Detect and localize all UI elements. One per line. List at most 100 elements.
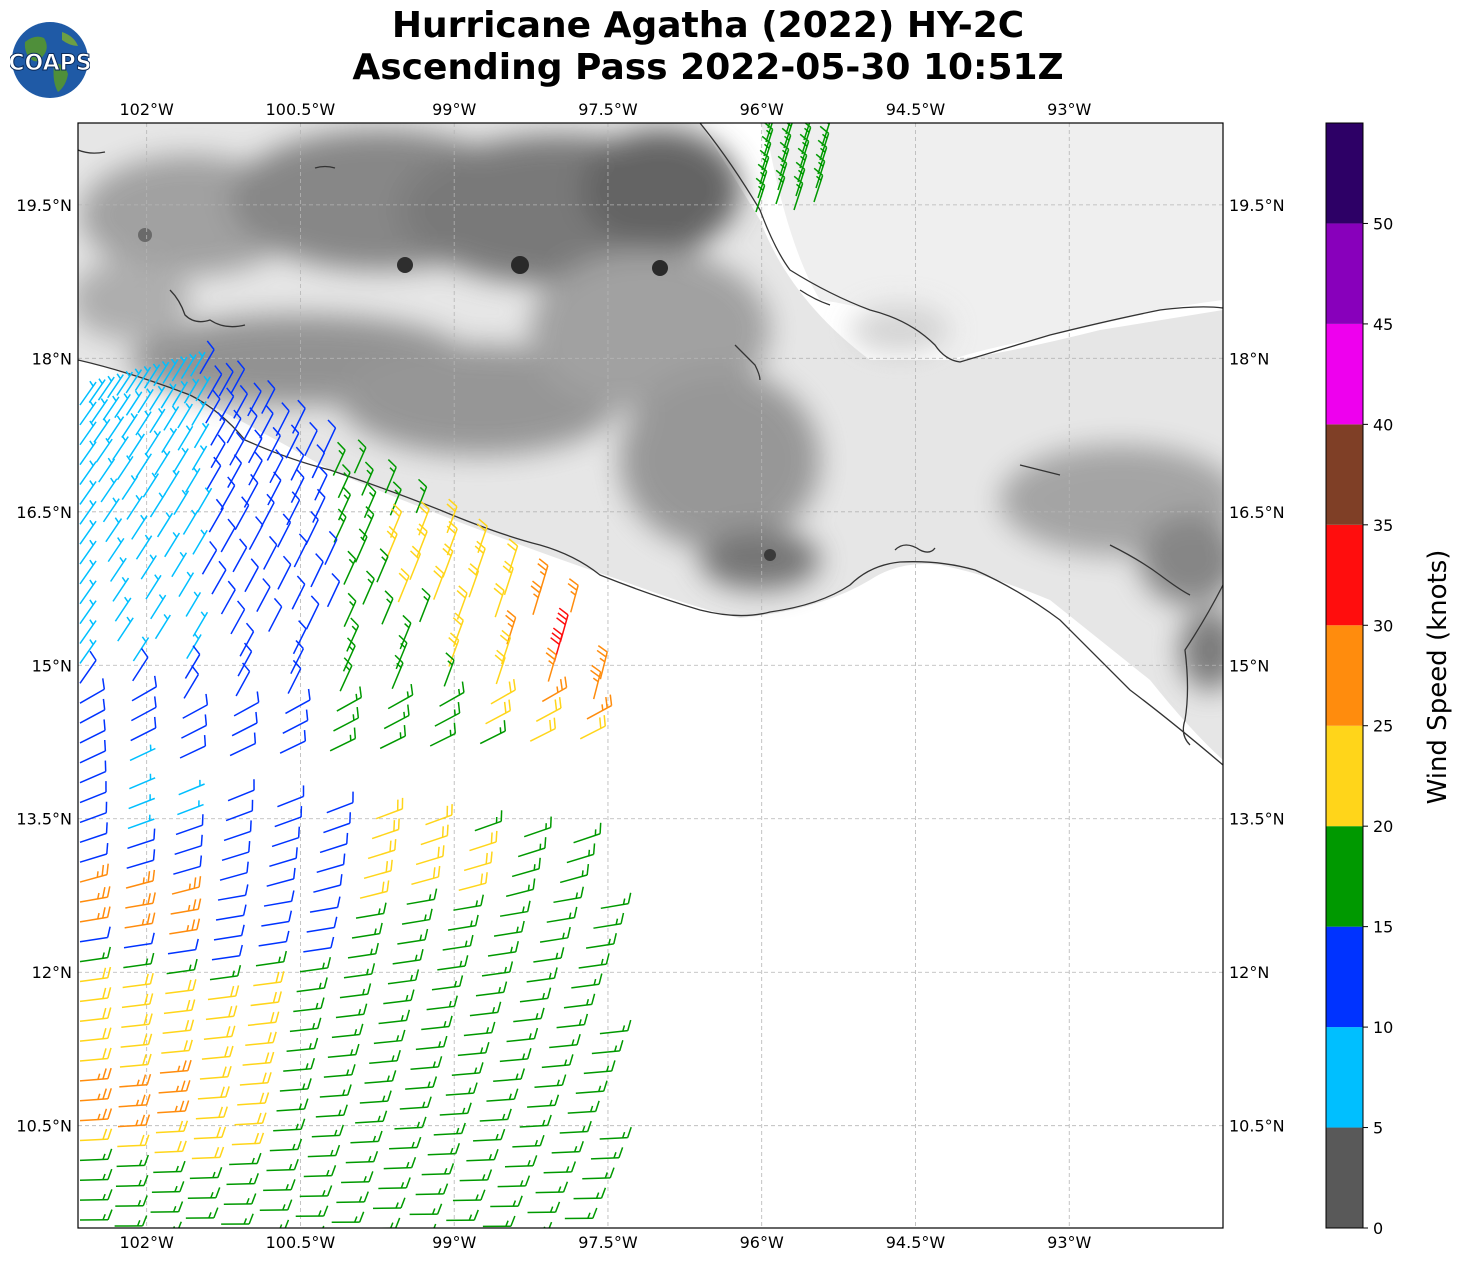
wind-barb [551, 1141, 584, 1154]
wind-barb [179, 734, 207, 759]
wind-barb [367, 839, 397, 860]
wind-barb [135, 534, 153, 560]
wind-barb [337, 486, 352, 521]
wind-barb [203, 1025, 236, 1040]
wind-barb [115, 1174, 149, 1187]
wind-barb [799, 133, 810, 169]
wind-barb [579, 715, 606, 740]
wind-barb [267, 471, 282, 506]
wind-barb [79, 519, 97, 545]
wind-barb [79, 886, 111, 903]
wind-barb [192, 611, 209, 637]
wind-barb [122, 973, 154, 989]
wind-barb [337, 463, 351, 499]
wind-barb [223, 820, 252, 842]
wind-barb [399, 1096, 432, 1110]
wind-barb [453, 894, 485, 911]
wind-barb [154, 613, 171, 640]
wind-barb [219, 861, 249, 881]
wind-barb [79, 440, 97, 466]
wind-barb [263, 890, 295, 907]
lat-tick-label: 15°N [32, 656, 72, 675]
wind-barb [755, 177, 766, 213]
wind-barb [191, 400, 207, 426]
wind-barb [387, 683, 414, 710]
wind-barb [303, 1165, 337, 1178]
wind-barb [117, 1134, 150, 1148]
wind-barb [781, 127, 792, 163]
wind-barb [98, 457, 116, 483]
wind-barb [163, 405, 180, 431]
wind-barb [421, 1015, 453, 1031]
wind-barb [493, 1068, 526, 1082]
wind-barb [195, 375, 211, 402]
wind-barb [299, 1185, 333, 1198]
wind-barb [347, 942, 379, 959]
wind-barb [783, 123, 793, 149]
wind-barb [79, 1108, 113, 1122]
wind-barb [463, 851, 493, 872]
wind-barb [324, 530, 338, 566]
lon-tick-label: 100.5°W [266, 1233, 336, 1252]
wind-barb [419, 587, 431, 623]
wind-barb [217, 884, 249, 901]
wind-barb [331, 1211, 365, 1223]
wind-barb [156, 512, 174, 538]
wind-barb [255, 950, 288, 967]
wind-barb [215, 1227, 217, 1228]
colorbar-bin [1326, 725, 1363, 827]
wind-barb [79, 1067, 112, 1082]
wind-barb [359, 1090, 392, 1104]
wind-barb [233, 384, 248, 419]
wind-barb [306, 916, 338, 933]
wind-barb [150, 1201, 184, 1213]
wind-barb [261, 910, 293, 927]
wind-barb [420, 824, 449, 846]
wind-barb [253, 971, 285, 987]
wind-barb [107, 373, 124, 399]
wind-barb [333, 706, 360, 732]
wind-barb [410, 1056, 443, 1070]
wind-barb [534, 1074, 567, 1088]
wind-barb [121, 412, 138, 438]
wind-barb [305, 511, 319, 546]
wind-barb [226, 1173, 259, 1186]
wind-barb [476, 1236, 508, 1246]
wind-barb [523, 816, 552, 838]
wind-barb [549, 1033, 581, 1049]
wind-barb [79, 460, 97, 485]
wind-barb [201, 1045, 234, 1060]
wind-barb [227, 779, 255, 802]
wind-barb [339, 983, 372, 999]
wind-barb [129, 773, 156, 790]
wind-barb [409, 545, 422, 581]
wind-barb [285, 424, 300, 459]
wind-barb [361, 506, 375, 541]
wind-barb [218, 1234, 250, 1244]
wind-barb [229, 431, 245, 466]
wind-barb [195, 1106, 228, 1120]
lat-tick-label: 12°N [32, 963, 72, 982]
wind-barb [415, 845, 445, 866]
wind-barb [350, 1130, 383, 1144]
axes-frame [77, 122, 1224, 1229]
wind-barb [779, 141, 790, 177]
wind-barb [517, 837, 547, 858]
wind-barb [211, 944, 243, 961]
wind-barb [277, 785, 305, 808]
wind-barb [564, 1207, 598, 1220]
wind-barb [479, 1108, 512, 1122]
wind-barb [149, 492, 167, 518]
wind-barb [506, 1027, 539, 1043]
wind-barb [596, 644, 608, 680]
lon-tick-label: 102°W [119, 1233, 174, 1252]
wind-barb [305, 595, 320, 630]
wind-barb [499, 629, 512, 665]
wind-barb [319, 832, 349, 854]
wind-barb [519, 987, 552, 1003]
wind-barb [443, 652, 455, 687]
wind-barb [541, 1054, 574, 1069]
wind-barb [285, 688, 311, 715]
wind-barb [121, 1013, 153, 1028]
wind-barb [346, 617, 360, 652]
